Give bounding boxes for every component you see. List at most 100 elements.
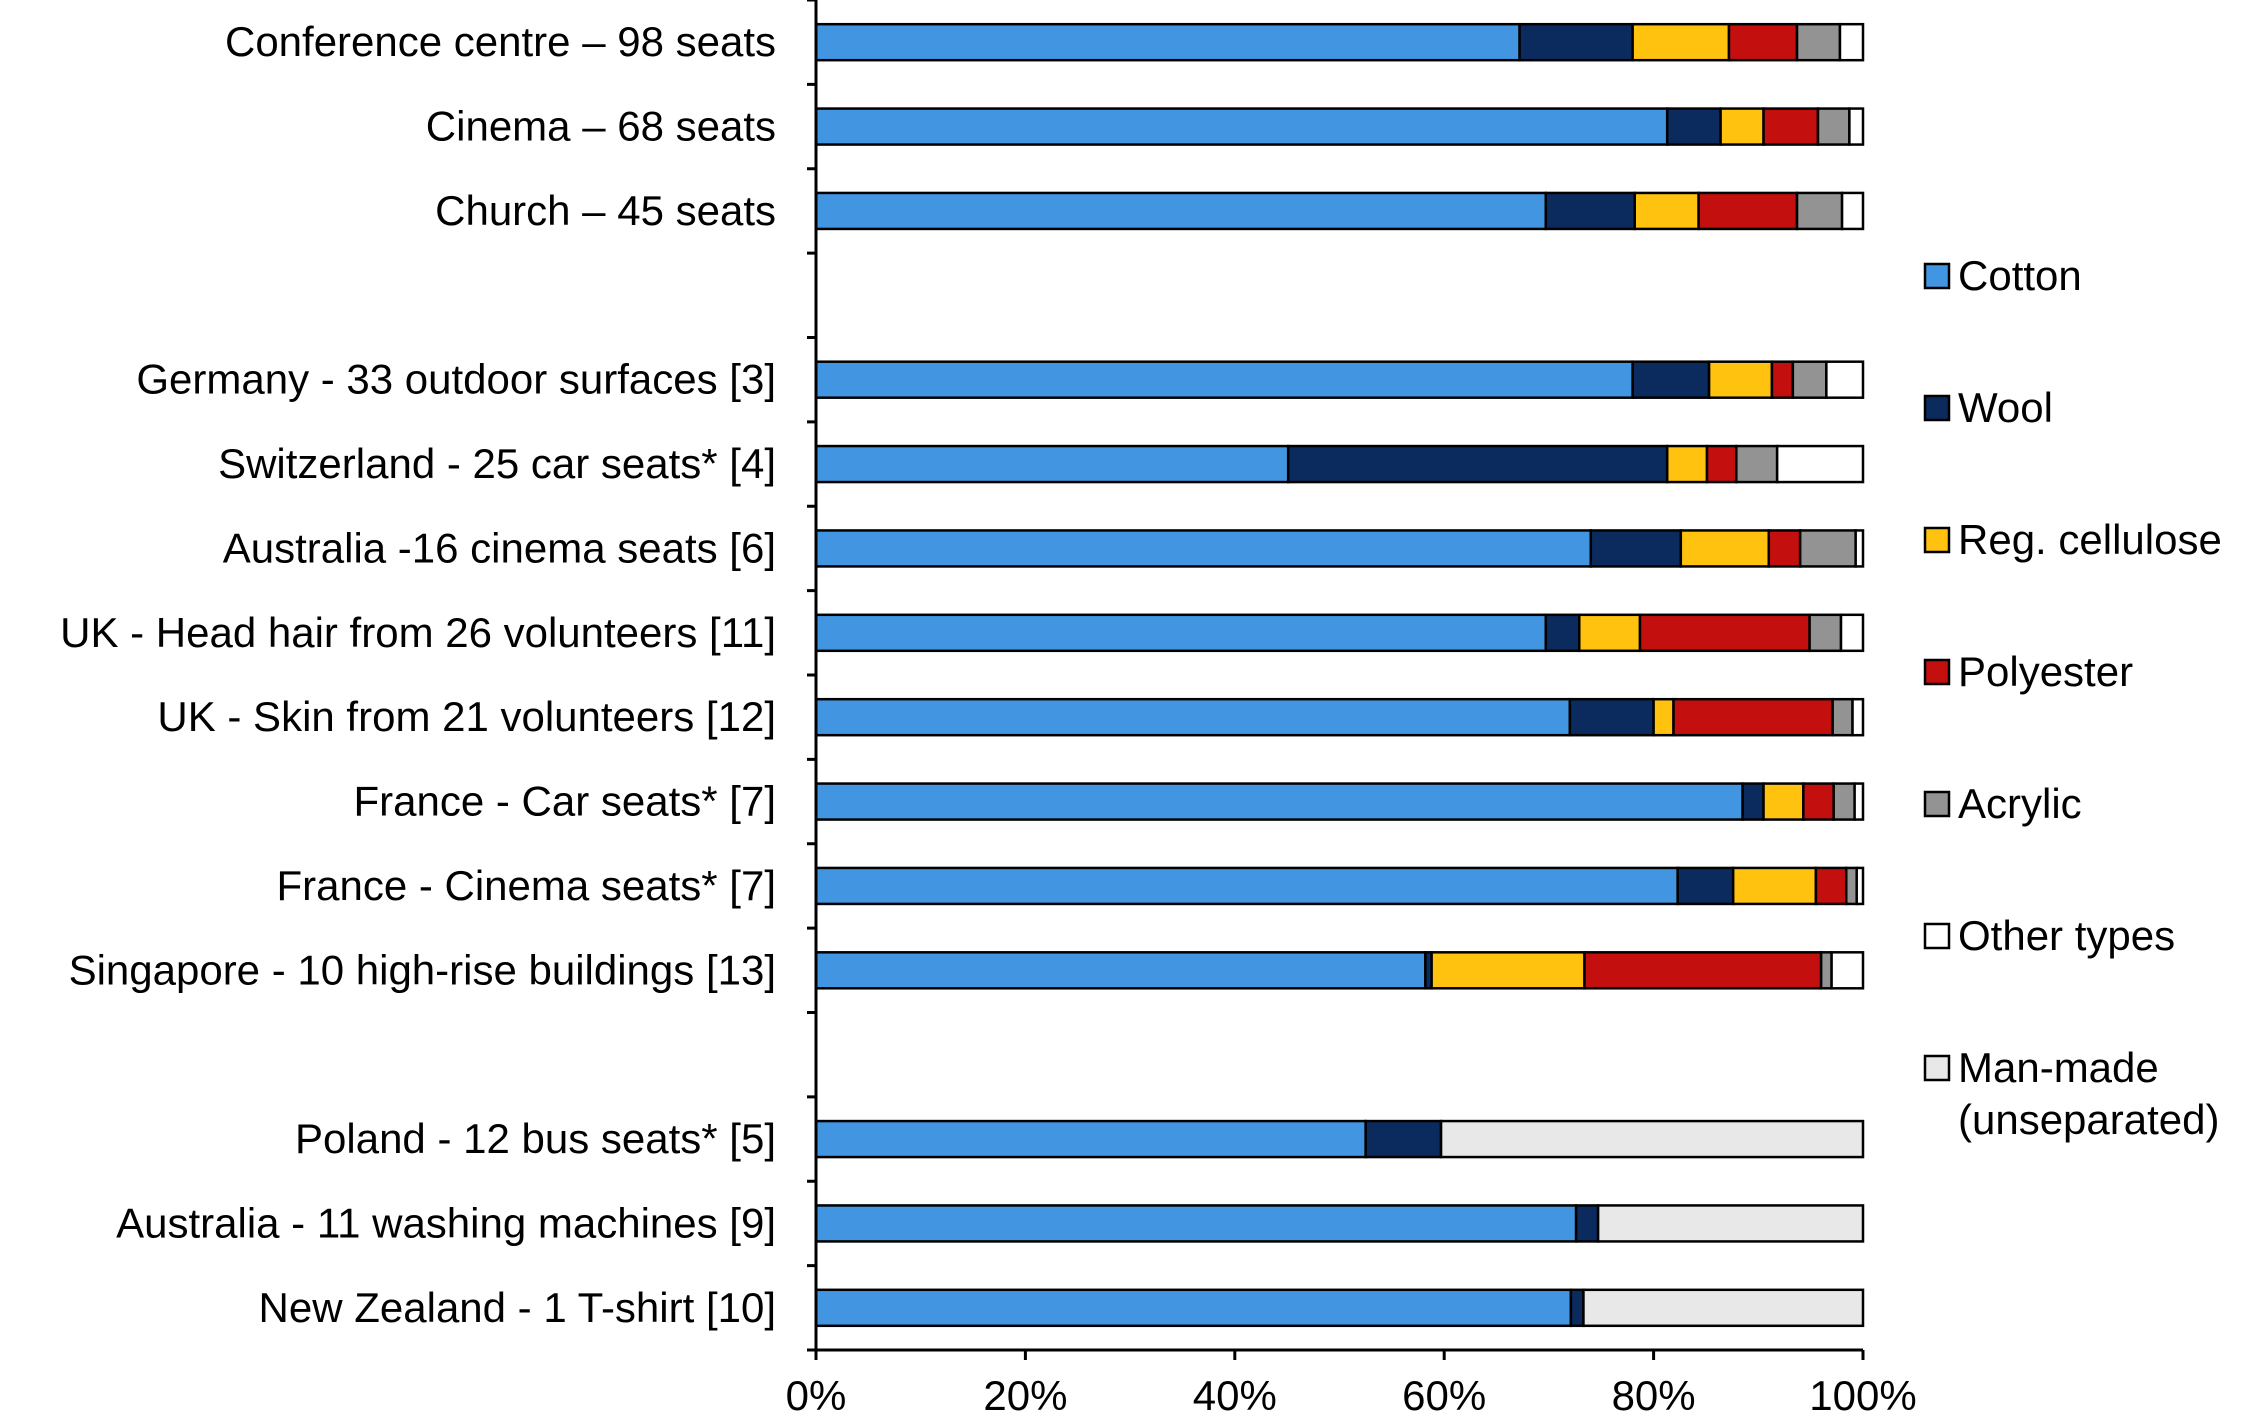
bar-segment-cotton-5: [814, 444, 1290, 484]
legend-swatch-wool: [1923, 394, 1951, 422]
bar-segment-cotton-10: [814, 866, 1679, 906]
bar-segment-other-types-9: [1853, 782, 1865, 821]
bar-segment-wool-10: [1676, 866, 1735, 906]
bar-segment-reg-cellulose-11: [1430, 951, 1586, 990]
bar-segment-cotton-6: [814, 529, 1593, 568]
legend-swatch-cotton: [1923, 262, 1951, 290]
bar-segment-wool-6: [1589, 529, 1683, 568]
x-tick-label: 0%: [786, 1372, 847, 1419]
legend-swatch-reg-cellulose: [1923, 526, 1951, 554]
category-label: Australia - 11 washing machines [9]: [116, 1199, 776, 1246]
bar-segment-acrylic-11: [1819, 951, 1833, 990]
legend-label-acrylic: Acrylic: [1958, 780, 2082, 827]
bars-layer: [814, 22, 1865, 1328]
bar-segment-wool-15: [1569, 1288, 1585, 1328]
legend-label-reg-cellulose: Reg. cellulose: [1958, 516, 2222, 563]
bar-segment-polyester-2: [1697, 191, 1799, 231]
bar-segment-other-types-1: [1848, 107, 1865, 146]
category-label: Switzerland - 25 car seats* [4]: [218, 440, 776, 487]
bar-segment-other-types-5: [1775, 444, 1865, 484]
bar-segment-polyester-5: [1705, 444, 1738, 484]
legend-label-man-made: Man-made (unseparated): [1958, 1044, 2220, 1143]
bar-segment-reg-cellulose-2: [1633, 191, 1700, 231]
bar-segment-reg-cellulose-4: [1707, 360, 1774, 399]
axes-layer: [807, 0, 1865, 1360]
bar-segment-reg-cellulose-1: [1719, 107, 1765, 146]
bar-segment-polyester-9: [1802, 782, 1835, 821]
legend-swatch-other-types: [1923, 922, 1951, 950]
bar-segment-reg-cellulose-7: [1578, 613, 1642, 653]
x-tick-label: 60%: [1402, 1372, 1486, 1419]
x-tick-label: 20%: [983, 1372, 1067, 1419]
bar-segment-wool-2: [1544, 191, 1637, 231]
bar-segment-reg-cellulose-8: [1652, 697, 1675, 737]
bar-segment-other-types-7: [1839, 613, 1865, 653]
bar-segment-wool-9: [1741, 782, 1765, 821]
category-label: Poland - 12 bus seats* [5]: [295, 1115, 776, 1162]
bar-segment-other-types-0: [1838, 22, 1865, 62]
legend-swatch-acrylic: [1923, 790, 1951, 818]
category-label: Church – 45 seats: [435, 187, 776, 234]
category-label: UK - Head hair from 26 volunteers [11]: [60, 609, 776, 656]
bar-segment-other-types-11: [1830, 951, 1865, 990]
bar-segment-cotton-11: [814, 951, 1427, 990]
bar-segment-cotton-0: [814, 22, 1521, 62]
x-tick-label: 100%: [1809, 1372, 1916, 1419]
category-label: France - Cinema seats* [7]: [276, 862, 776, 909]
bar-segment-reg-cellulose-6: [1679, 529, 1771, 568]
bar-segment-polyester-4: [1770, 360, 1795, 399]
legend-swatch-man-made: [1923, 1054, 1951, 1082]
category-label: Singapore - 10 high-rise buildings [13]: [69, 946, 776, 993]
bar-segment-acrylic-0: [1795, 22, 1842, 62]
bar-segment-polyester-8: [1672, 697, 1834, 737]
bar-segment-wool-4: [1631, 360, 1711, 399]
bar-segment-polyester-7: [1638, 613, 1811, 653]
bar-segment-man-made-14: [1596, 1204, 1865, 1243]
bar-segment-cotton-13: [814, 1119, 1367, 1159]
bar-segment-polyester-0: [1727, 22, 1799, 62]
bar-segment-cotton-15: [814, 1288, 1573, 1328]
category-label: Conference centre – 98 seats: [225, 18, 776, 65]
bar-segment-other-types-2: [1840, 191, 1865, 231]
bar-segment-wool-1: [1665, 107, 1722, 146]
category-label: Cinema – 68 seats: [426, 103, 776, 150]
bar-segment-wool-0: [1518, 22, 1634, 62]
bar-segment-acrylic-5: [1735, 444, 1779, 484]
legend-label-cotton: Cotton: [1958, 252, 2082, 299]
x-tick-labels: 0% 20% 40% 60% 80% 100%: [786, 1372, 1917, 1419]
bar-segment-acrylic-6: [1798, 529, 1857, 568]
bar-segment-acrylic-7: [1808, 613, 1843, 653]
bar-segment-reg-cellulose-10: [1731, 866, 1818, 906]
bar-segment-cotton-7: [814, 613, 1548, 653]
legend-label-polyester: Polyester: [1958, 648, 2133, 695]
bar-segment-acrylic-10: [1844, 866, 1858, 906]
bar-segment-acrylic-9: [1832, 782, 1856, 821]
bar-segment-other-types-6: [1854, 529, 1865, 568]
bar-segment-polyester-6: [1767, 529, 1802, 568]
bar-segment-polyester-10: [1814, 866, 1848, 906]
bar-segment-other-types-4: [1825, 360, 1865, 399]
x-tick-label: 80%: [1612, 1372, 1696, 1419]
bar-segment-cotton-4: [814, 360, 1634, 399]
bar-segment-reg-cellulose-5: [1665, 444, 1709, 484]
bar-segment-acrylic-1: [1816, 107, 1851, 146]
bar-segment-polyester-11: [1583, 951, 1823, 990]
bar-segment-cotton-8: [814, 697, 1572, 737]
category-label: France - Car seats* [7]: [354, 778, 776, 825]
bar-segment-reg-cellulose-9: [1762, 782, 1805, 821]
bar-segment-man-made-15: [1582, 1288, 1865, 1328]
bar-segment-reg-cellulose-0: [1631, 22, 1731, 62]
bar-segment-wool-5: [1286, 444, 1669, 484]
bar-segment-polyester-1: [1762, 107, 1820, 146]
bar-segment-acrylic-4: [1791, 360, 1828, 399]
legend: Cotton Wool Reg. cellulose Polyester Acrylic…: [1923, 252, 2222, 1143]
bar-segment-acrylic-2: [1795, 191, 1844, 231]
bar-segment-other-types-8: [1851, 697, 1865, 737]
category-labels: Conference centre – 98 seats Cinema – 68 …: [60, 18, 776, 1331]
bar-segment-cotton-2: [814, 191, 1548, 231]
category-label: New Zealand - 1 T-shirt [10]: [259, 1284, 776, 1331]
x-tick-label: 40%: [1193, 1372, 1277, 1419]
bar-segment-cotton-14: [814, 1204, 1578, 1243]
bar-segment-cotton-1: [814, 107, 1669, 146]
